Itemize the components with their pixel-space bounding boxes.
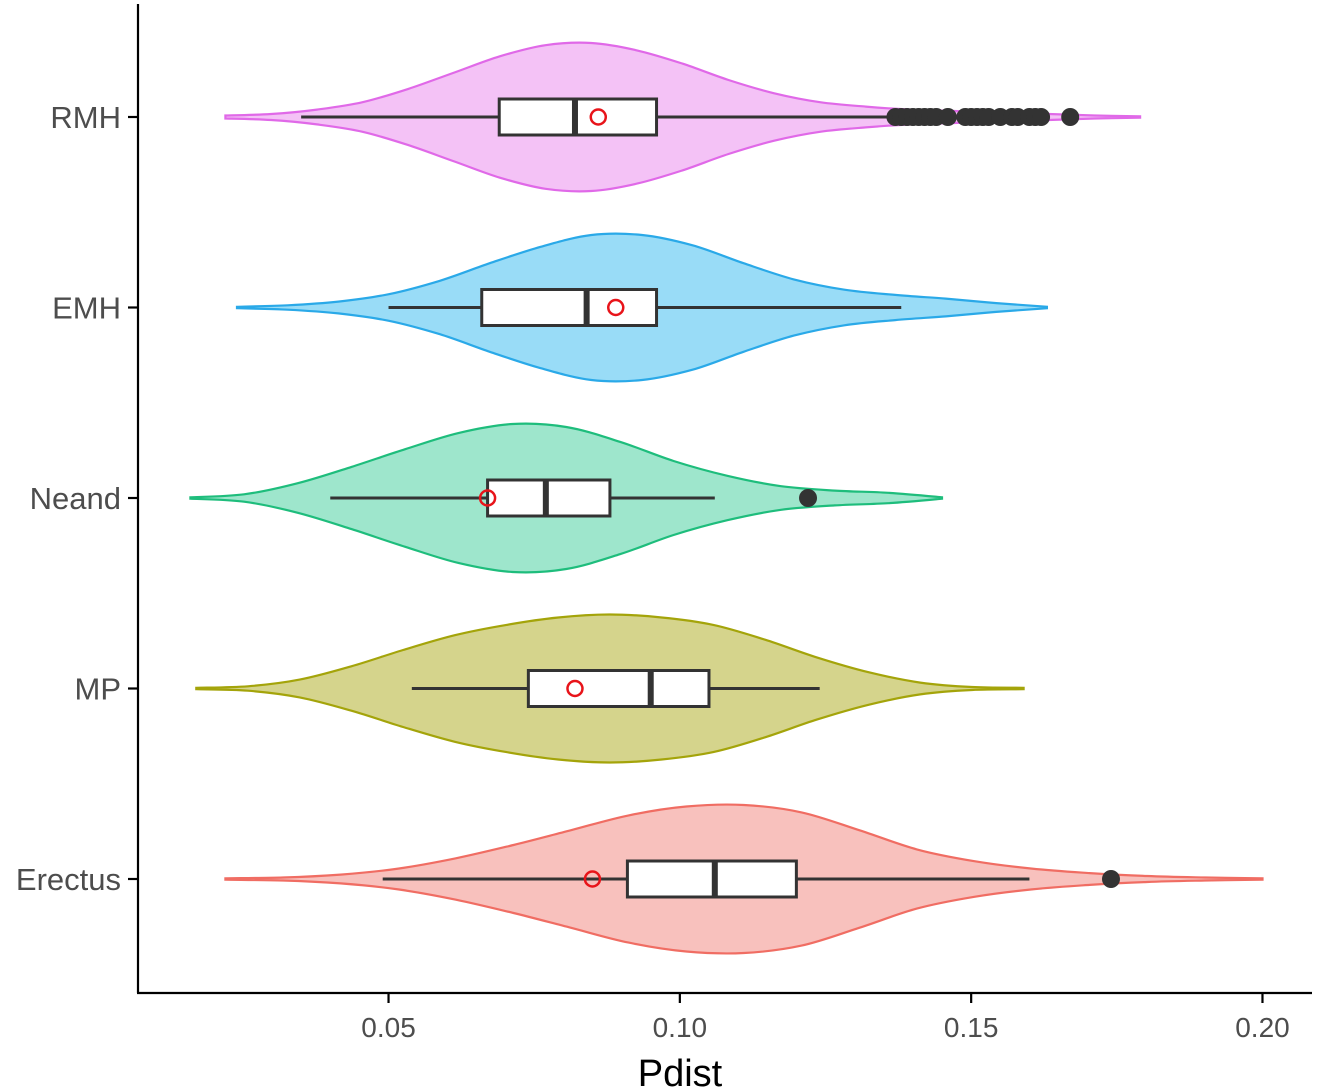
- mean-marker-mp: [566, 679, 584, 698]
- outlier-erectus: [1101, 870, 1120, 888]
- x-axis: 0.05 0.10 0.15 0.20: [361, 993, 1290, 1043]
- mean-marker-rmh: [589, 108, 608, 126]
- y-tick-label-rmh: RMH: [50, 100, 121, 135]
- x-tick-label: 0.10: [653, 1012, 708, 1043]
- boxplot-layer: [301, 97, 1030, 899]
- x-axis-title: Pdist: [638, 1053, 723, 1092]
- y-tick-label-erectus: Erectus: [16, 862, 121, 897]
- y-tick-label-emh: EMH: [52, 291, 121, 326]
- x-tick-label: 0.15: [944, 1012, 999, 1043]
- mean-marker-neand: [478, 489, 497, 507]
- points-layer: [478, 108, 1120, 888]
- y-axis: RMH EMH Neand MP Erectus: [16, 100, 138, 897]
- outlier-rmh: [1032, 108, 1051, 126]
- outlier-rmh: [938, 108, 957, 126]
- y-tick-label-mp: MP: [75, 672, 122, 707]
- y-tick-label-neand: Neand: [30, 481, 121, 516]
- outlier-rmh: [1061, 108, 1080, 126]
- box-mp: [526, 669, 711, 708]
- mean-marker-emh: [607, 298, 625, 317]
- box-emh: [480, 288, 659, 327]
- x-tick-label: 0.20: [1235, 1012, 1290, 1043]
- mean-marker-erectus: [583, 870, 602, 888]
- outlier-neand: [799, 489, 818, 507]
- x-tick-label: 0.05: [361, 1012, 416, 1043]
